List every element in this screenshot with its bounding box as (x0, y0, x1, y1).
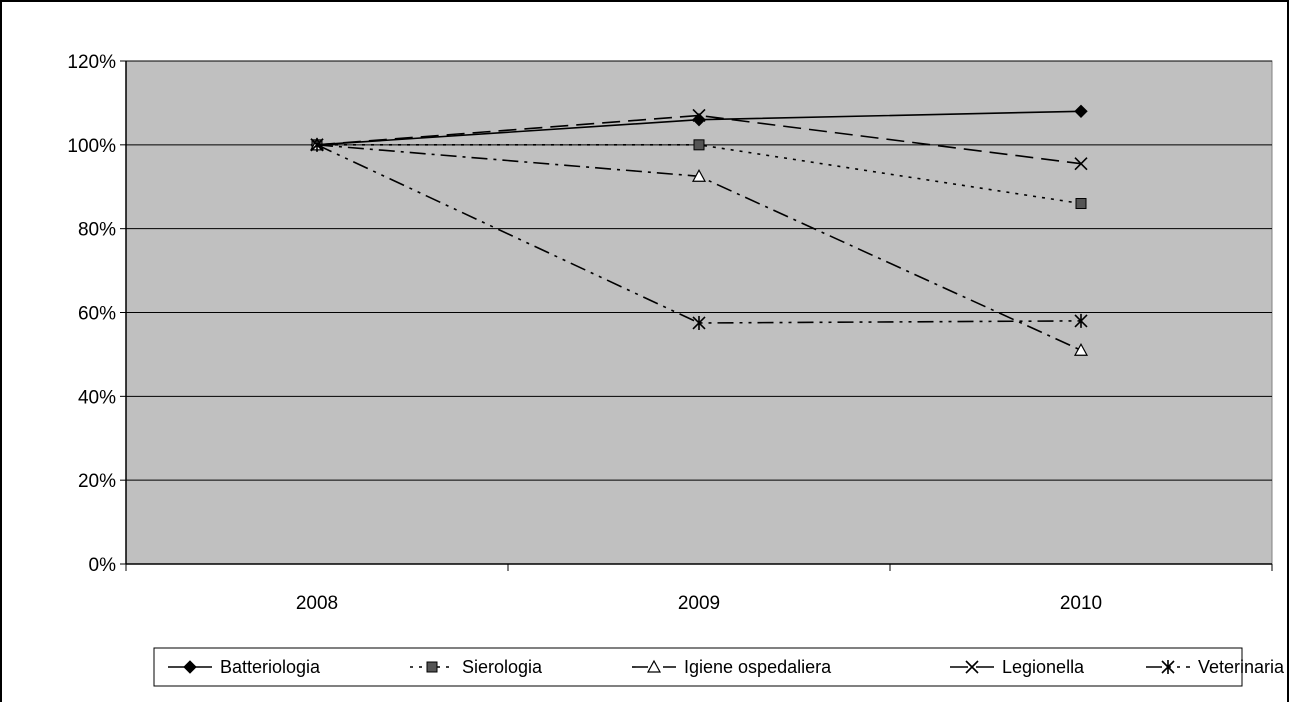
data-point-batteriologia (1074, 104, 1088, 119)
y-tick-label: 100% (67, 136, 116, 157)
data-point-veterinaria (1074, 313, 1088, 328)
legend-marker-batteriologia (183, 660, 197, 674)
legend-label-veterinaria: Veterinaria (1198, 657, 1285, 677)
data-point-batteriologia (692, 112, 706, 127)
x-tick-label: 2010 (1060, 593, 1102, 614)
y-tick-label: 60% (78, 304, 116, 325)
legend-label-batteriologia: Batteriologia (220, 657, 321, 677)
data-point-sierologia (1075, 198, 1087, 210)
legend-box (153, 647, 1243, 687)
data-point-legionella (692, 108, 706, 123)
x-tick-label: 2009 (678, 593, 720, 614)
legend-marker-legionella (965, 660, 979, 674)
data-point-igiene-ospedaliera (691, 169, 707, 182)
y-tick-label: 20% (78, 471, 116, 492)
data-point-veterinaria (310, 137, 324, 152)
legend-marker-igiene-ospedaliera (646, 659, 662, 673)
legend: Batteriologia Sierologia Igiene ospedalier… (153, 647, 1285, 687)
data-point-sierologia (693, 139, 705, 151)
x-tick-label: 2008 (296, 593, 338, 614)
y-tick-label: 0% (89, 555, 117, 576)
data-point-legionella (1074, 157, 1088, 171)
legend-label-igiene-ospedaliera: Igiene ospedaliera (684, 657, 832, 677)
data-point-igiene-ospedaliera (1073, 342, 1089, 356)
legend-marker-sierologia (426, 661, 438, 673)
series-line-legionella (316, 114, 1082, 165)
plot-area: 0% 20% 40% 60% 80% 100% 120% 2008 2009 2010 (67, 52, 1273, 614)
legend-label-legionella: Legionella (1002, 657, 1085, 677)
y-tick-label: 80% (78, 220, 116, 241)
y-tick-label: 40% (78, 387, 116, 408)
legend-marker-veterinaria (1161, 660, 1175, 674)
series-line-sierologia (317, 144, 1082, 205)
data-point-veterinaria (692, 315, 706, 330)
legend-label-sierologia: Sierologia (462, 657, 543, 677)
y-tick-label: 120% (67, 52, 116, 73)
